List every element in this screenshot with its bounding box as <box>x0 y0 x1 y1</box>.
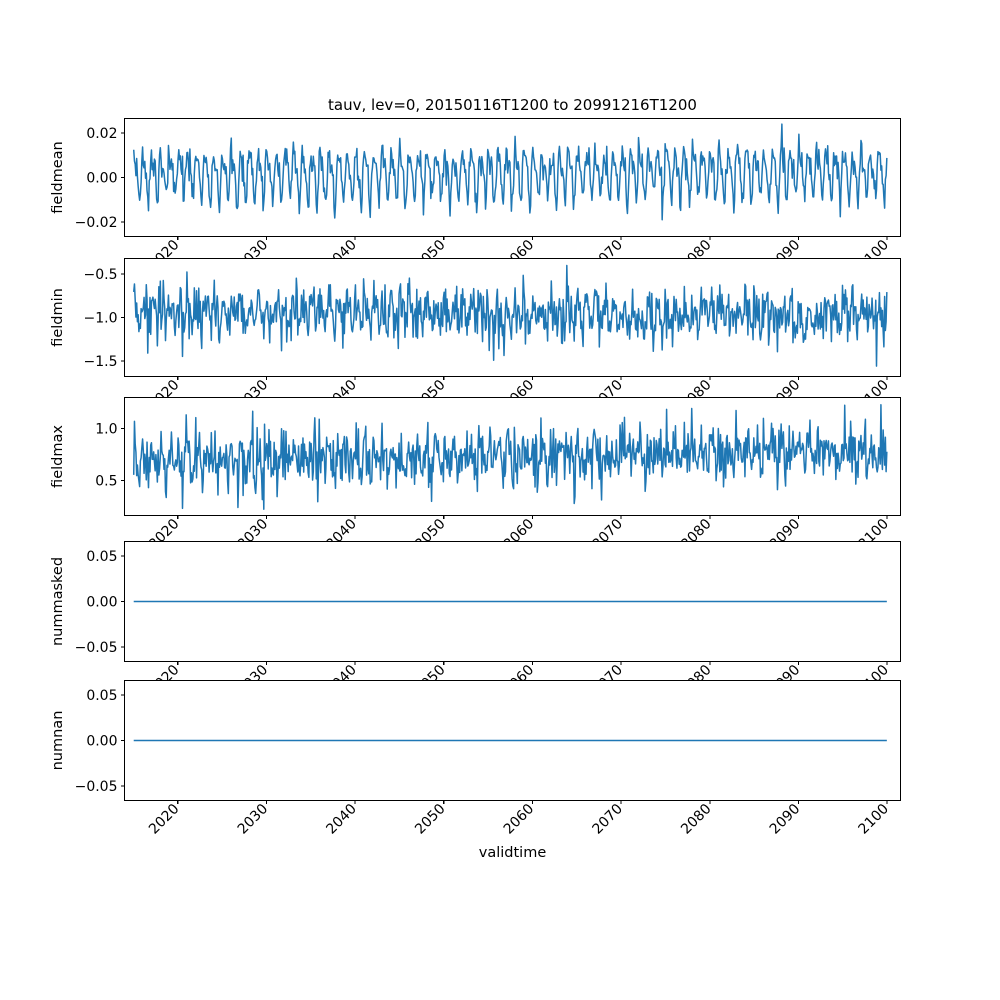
ytick-label-fieldmax-0: 1.0 <box>95 422 117 438</box>
ylabel-nummasked: nummasked <box>50 557 66 646</box>
ytick-label-fieldmean-0: 0.02 <box>86 126 117 142</box>
axes-spines-fieldmax <box>123 396 902 517</box>
series-line-fieldmin <box>132 264 888 367</box>
ytick-label-fieldmin-2: −1.5 <box>84 354 118 370</box>
ylabel-fieldmin: fieldmin <box>50 288 66 347</box>
ytick-label-fieldmin-1: −1.0 <box>84 311 118 327</box>
ytick-label-numnan-2: −0.05 <box>75 779 118 795</box>
xlabel: validtime <box>479 845 547 861</box>
ytick-label-numnan-1: 0.00 <box>86 734 117 750</box>
figure-title: tauv, lev=0, 20150116T1200 to 20991216T1… <box>328 96 697 114</box>
series-line-fieldmax <box>132 404 888 511</box>
series-line-fieldmean <box>132 123 888 221</box>
ylabel-fieldmax: fieldmax <box>50 425 66 488</box>
ytick-label-nummasked-1: 0.00 <box>86 595 117 611</box>
ytick-label-numnan-0: 0.05 <box>86 688 117 704</box>
ytick-label-nummasked-2: −0.05 <box>75 640 118 656</box>
ytick-label-fieldmean-1: 0.00 <box>86 171 117 187</box>
ytick-label-fieldmean-2: −0.02 <box>75 215 118 231</box>
ylabel-fieldmean: fieldmean <box>50 141 66 213</box>
ytick-label-fieldmax-1: 0.5 <box>95 473 117 489</box>
ylabel-numnan: numnan <box>50 711 66 771</box>
ytick-label-fieldmin-0: −0.5 <box>84 267 118 283</box>
ytick-label-nummasked-0: 0.05 <box>86 549 117 565</box>
